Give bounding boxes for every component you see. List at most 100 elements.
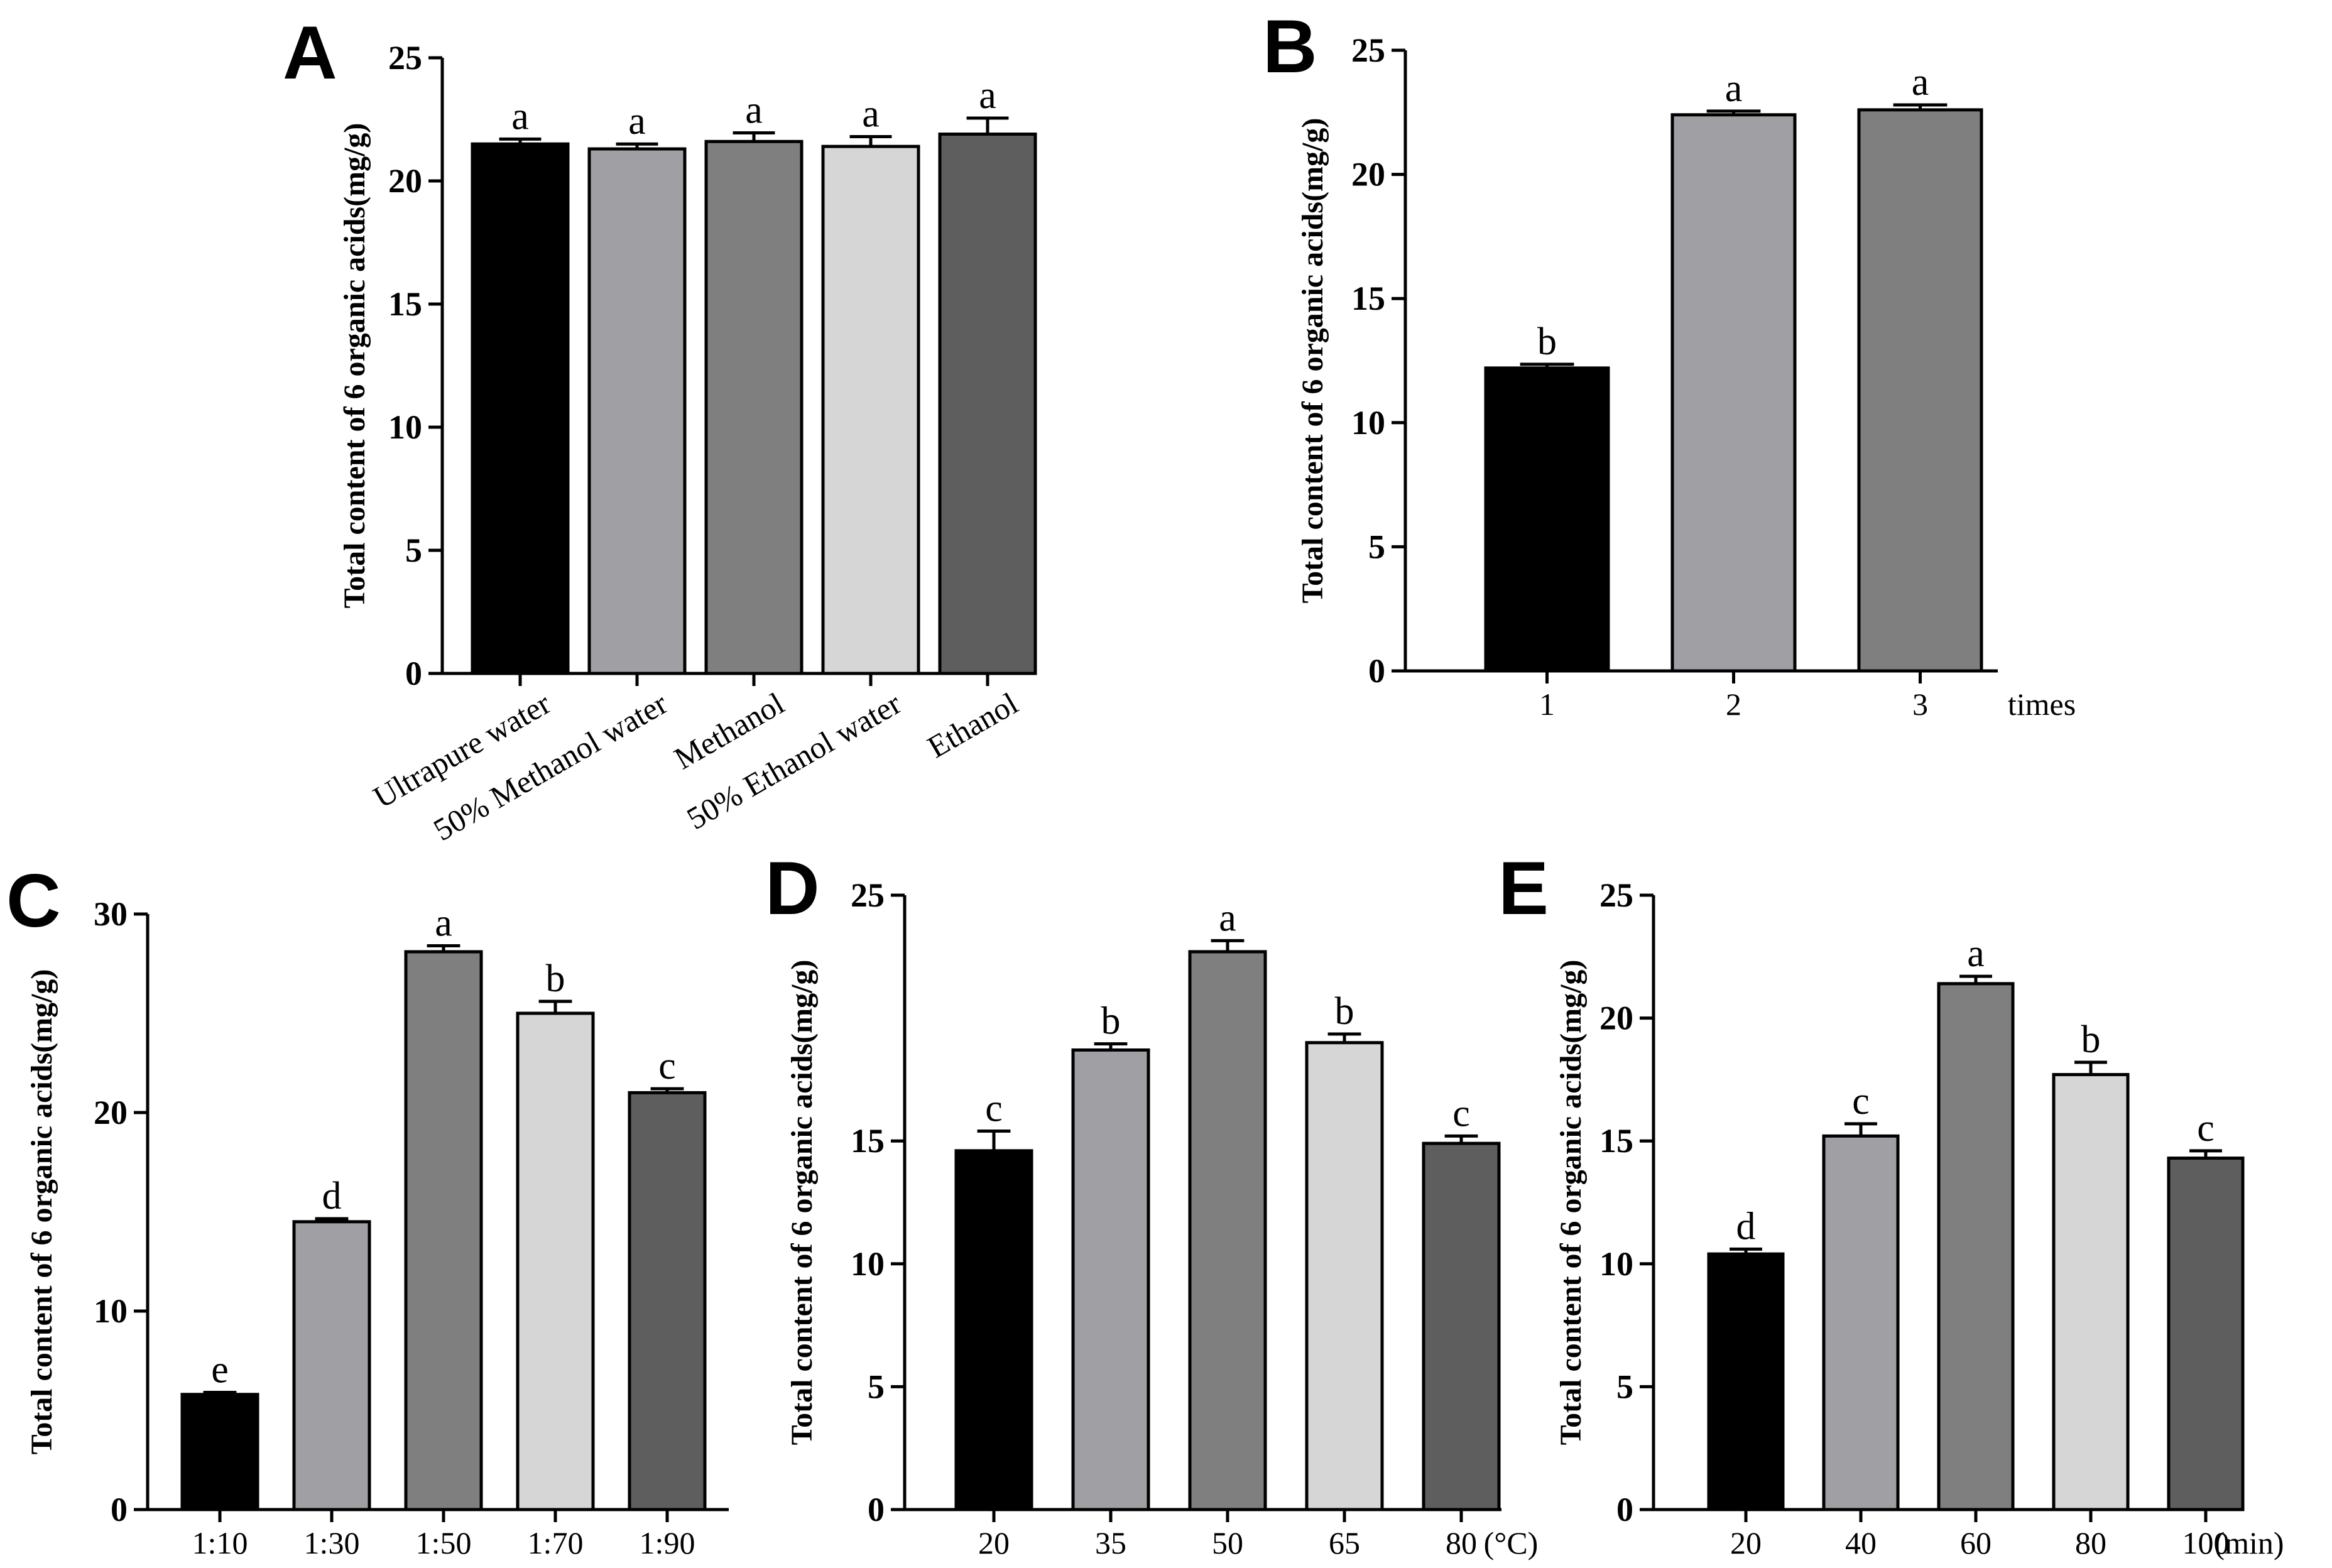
panel-label-b: B: [1263, 4, 1317, 89]
significance-letter: a: [511, 95, 529, 138]
y-tick-label: 5: [868, 1368, 885, 1405]
y-tick-label: 0: [1368, 652, 1385, 690]
bar-c-3: [404, 950, 483, 1511]
y-tick-label: 25: [1351, 31, 1385, 69]
bar-c-1: [180, 1393, 259, 1511]
y-tick-label: 20: [1351, 156, 1385, 193]
significance-letter: c: [658, 1045, 676, 1087]
x-unit-label: (min): [2214, 1525, 2284, 1560]
y-tick-label: 10: [94, 1292, 128, 1330]
chart-panel-e: E 0 5 10 15 20 25 Total content of 6 organic ac…: [1498, 846, 2284, 1560]
y-tick-label: 25: [851, 876, 885, 914]
significance-letter: b: [546, 957, 565, 1000]
significance-letter: e: [211, 1349, 229, 1391]
panel-label-d: D: [765, 846, 820, 930]
panel-label-c: C: [6, 859, 61, 943]
significance-letter: b: [1335, 990, 1354, 1033]
significance-letter: b: [2081, 1018, 2101, 1061]
significance-letter: a: [1967, 932, 1985, 975]
x-unit-label: (°C): [1484, 1525, 1539, 1560]
significance-letter: a: [745, 89, 763, 132]
panel-label-a: A: [283, 11, 337, 95]
x-tick-label: 60: [1960, 1525, 1991, 1560]
x-tick-label: 35: [1095, 1525, 1126, 1560]
significance-letter: a: [862, 92, 880, 135]
bar-d-5: [1422, 1141, 1501, 1511]
y-tick-label: 15: [1351, 280, 1385, 317]
chart-panel-a: A 0 5 10 15 20 25 Total content of 6 organic ac…: [283, 11, 1037, 847]
bar-d-3: [1188, 950, 1267, 1511]
bar-a-5: [938, 133, 1037, 675]
y-tick-label: 10: [1351, 404, 1385, 442]
y-tick-label: 20: [94, 1094, 128, 1131]
y-tick-label: 5: [1368, 528, 1385, 565]
y-tick-label: 10: [851, 1245, 885, 1283]
bar-b-1: [1484, 366, 1610, 673]
y-axis-label: Total content of 6 organic acids(mg/g): [338, 123, 371, 609]
bar-b-3: [1857, 108, 1983, 673]
x-tick-label: 3: [1912, 687, 1928, 722]
bar-e-1: [1707, 1252, 1785, 1511]
significance-letter: c: [1452, 1092, 1470, 1135]
significance-letter: c: [1852, 1080, 1870, 1123]
y-axis-label: Total content of 6 organic acids(mg/g): [1296, 118, 1329, 604]
x-tick-label: 1:30: [304, 1525, 360, 1560]
x-unit-label: times: [2008, 687, 2076, 722]
significance-letter: c: [985, 1087, 1003, 1130]
x-tick-label: Ethanol: [922, 685, 1024, 765]
bar-a-3: [704, 139, 804, 675]
x-tick-label: 100: [2182, 1525, 2230, 1560]
y-tick-label: 20: [388, 162, 422, 200]
y-tick-label: 10: [1599, 1245, 1633, 1283]
bar-a-2: [587, 147, 687, 675]
y-tick-label: 25: [1599, 876, 1633, 914]
bar-b-2: [1670, 113, 1797, 673]
significance-letter: a: [979, 74, 996, 117]
bar-a-4: [821, 144, 920, 675]
significance-letter: d: [322, 1175, 342, 1217]
y-tick-label: 0: [405, 655, 422, 692]
x-tick-label: 2: [1726, 687, 1741, 722]
bar-e-3: [1937, 982, 2015, 1511]
y-tick-label: 15: [851, 1122, 885, 1160]
x-tick-label: 1:90: [640, 1525, 695, 1560]
chart-panel-c: C 0 10 20 30 Total content of 6 organic acids…: [6, 859, 729, 1560]
significance-letter: a: [1912, 61, 1929, 104]
bar-d-4: [1305, 1041, 1384, 1511]
x-tick-label: 1:10: [192, 1525, 248, 1560]
y-tick-label: 10: [388, 408, 422, 446]
panel-label-e: E: [1498, 846, 1549, 930]
y-tick-label: 15: [388, 285, 422, 323]
x-tick-label: 1:70: [528, 1525, 584, 1560]
significance-letter: a: [628, 100, 646, 143]
significance-letter: b: [1537, 320, 1557, 363]
bar-e-5: [2167, 1157, 2245, 1511]
bar-c-2: [292, 1220, 371, 1511]
y-tick-label: 0: [111, 1491, 128, 1528]
x-tick-label: 40: [1845, 1525, 1877, 1560]
significance-letter: c: [2197, 1107, 2215, 1150]
y-tick-label: 30: [94, 895, 128, 933]
y-axis-label: Total content of 6 organic acids(mg/g): [785, 960, 819, 1446]
chart-panel-d: D 0 5 10 15 25 Total content of 6 organic acid…: [765, 846, 1538, 1560]
x-tick-label: 20: [978, 1525, 1010, 1560]
x-tick-label: 65: [1329, 1525, 1360, 1560]
y-tick-label: 5: [405, 531, 422, 569]
chart-panel-b: B 0 5 10 15 20 25 Total content of 6 organic ac…: [1263, 4, 2076, 722]
x-tick-label: 80: [2075, 1525, 2106, 1560]
bar-e-2: [1822, 1134, 1900, 1511]
y-tick-label: 15: [1599, 1122, 1633, 1160]
significance-letter: b: [1101, 1000, 1121, 1043]
y-tick-label: 0: [868, 1491, 885, 1528]
y-axis-label: Total content of 6 organic acids(mg/g): [25, 969, 58, 1455]
x-tick-label: 1: [1539, 687, 1555, 722]
significance-letter: d: [1736, 1205, 1756, 1248]
bar-d-1: [954, 1149, 1033, 1511]
x-tick-label: 50: [1212, 1525, 1243, 1560]
bar-a-1: [471, 142, 570, 675]
bar-c-4: [516, 1011, 595, 1511]
y-tick-label: 25: [388, 39, 422, 77]
bar-e-4: [2052, 1073, 2130, 1511]
x-tick-label: 1:50: [416, 1525, 472, 1560]
